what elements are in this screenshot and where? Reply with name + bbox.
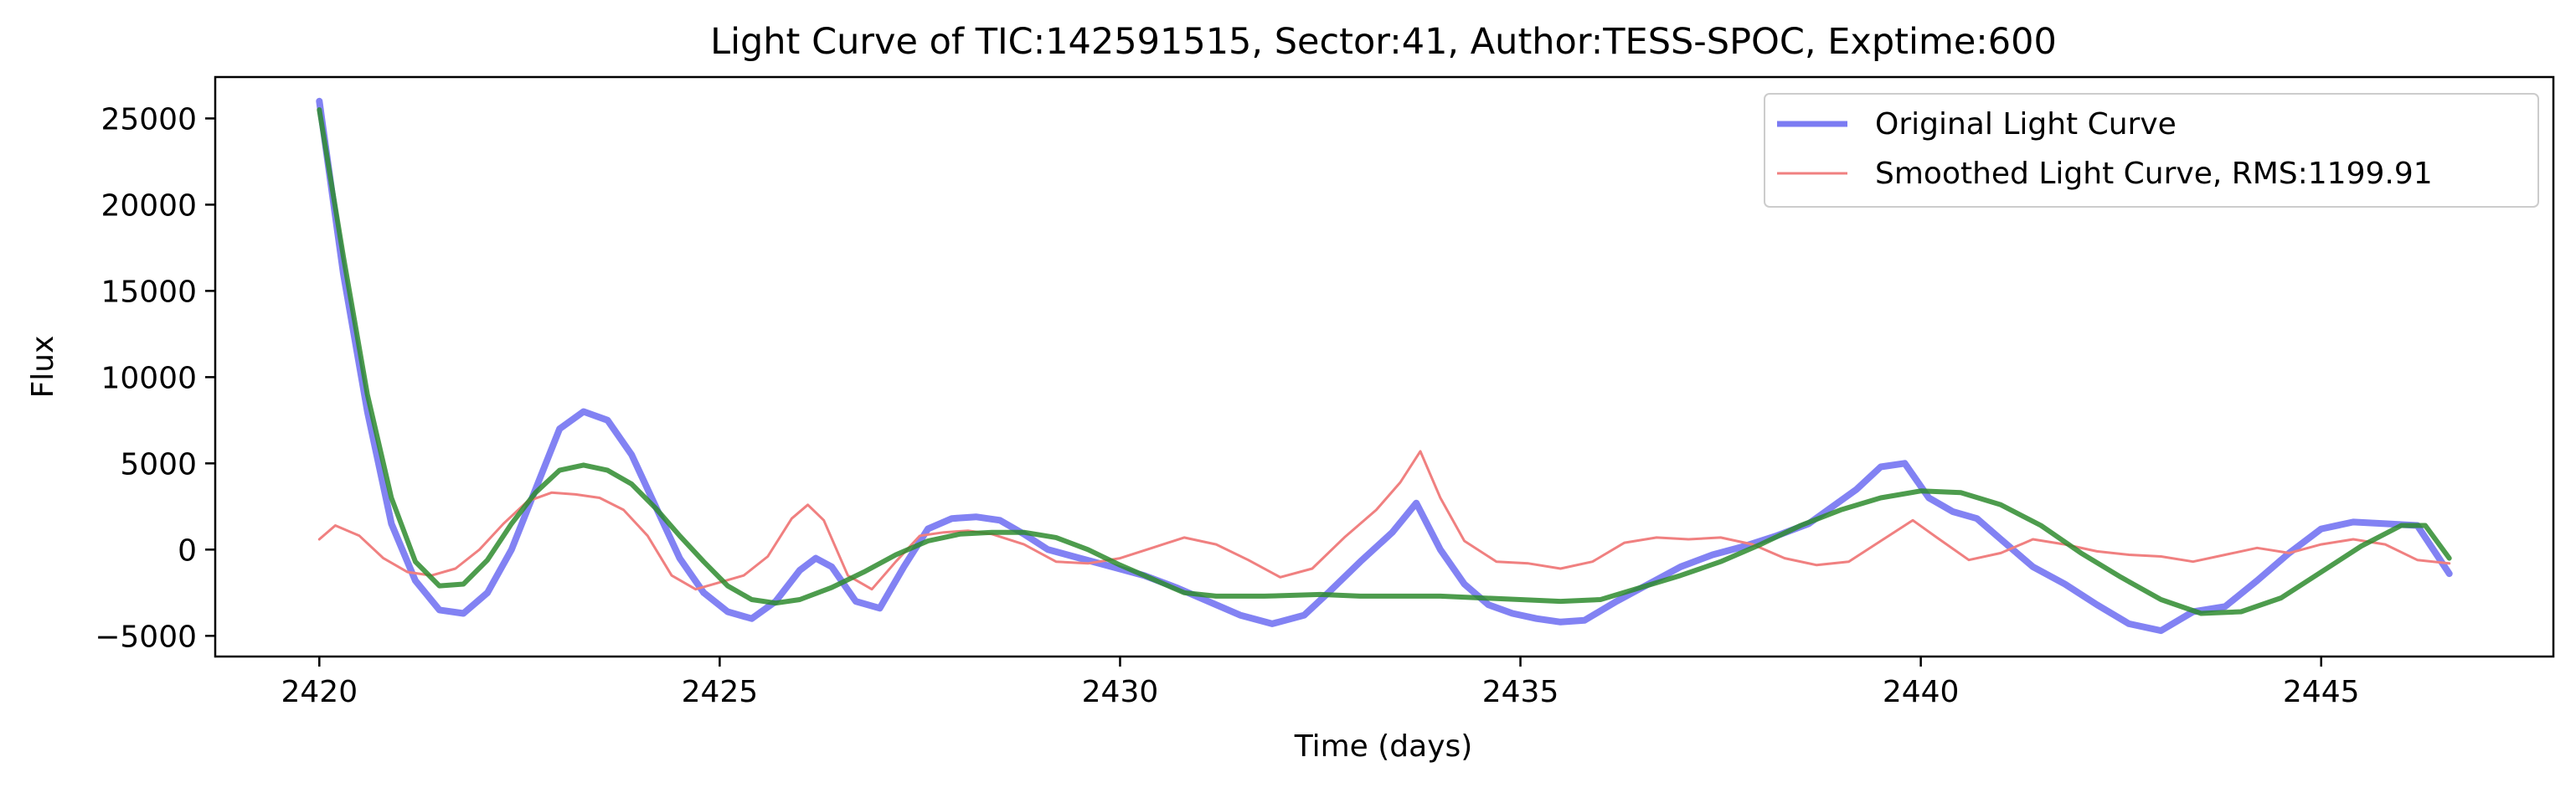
y-axis: −5000 0 5000 10000 15000 20000 25000 [95,102,215,654]
y-tick-label: 15000 [100,275,197,309]
series-line-2 [317,107,2452,616]
plot-area [316,97,2453,635]
x-tick-label: 2425 [682,675,759,709]
legend: Original Light Curve Smoothed Light Curv… [1764,93,2539,208]
x-tick-label: 2420 [281,675,358,709]
y-tick-label: 20000 [100,188,197,223]
y-tick-label: 5000 [120,447,197,482]
x-tick-label: 2445 [2283,675,2360,709]
legend-label-smoothed: Smoothed Light Curve, RMS:1199.91 [1875,157,2433,191]
plot-frame [214,75,2555,658]
x-tick-label: 2430 [1082,675,1159,709]
y-tick-label: 0 [178,533,197,568]
x-tick-label: 2440 [1883,675,1960,709]
legend-frame [1764,93,2539,208]
chart-title: Light Curve of TIC:142591515, Sector:41,… [710,21,2057,63]
x-tick-label: 2435 [1482,675,1559,709]
series-line-0 [316,97,2453,635]
y-axis-label: Flux [26,336,60,399]
y-tick-label: 25000 [100,102,197,136]
series-line-1 [317,450,2451,591]
legend-label-original: Original Light Curve [1875,107,2177,142]
x-axis-label: Time (days) [1294,729,1473,764]
y-tick-label: 10000 [100,361,197,395]
x-axis: 2420 2425 2430 2435 2440 2445 [281,657,2360,709]
y-tick-label: −5000 [95,620,197,654]
